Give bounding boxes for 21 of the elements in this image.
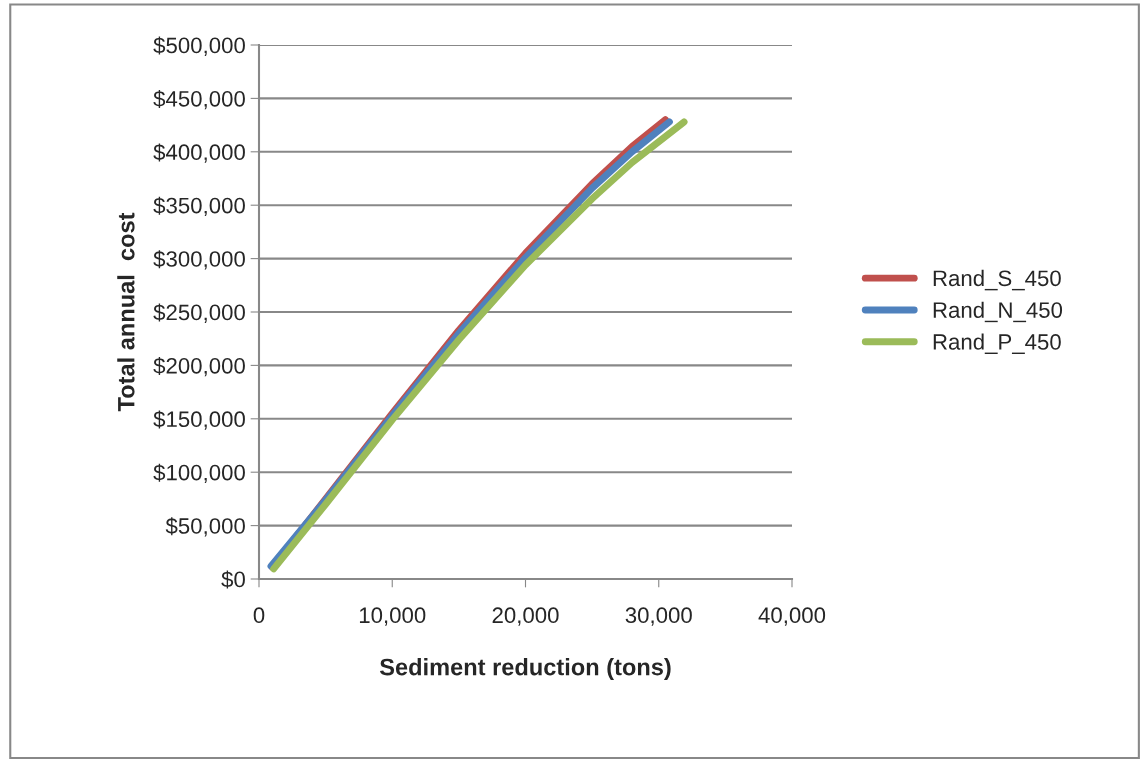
legend-label: Rand_P_450	[933, 333, 1061, 354]
y-tick-label: $100,000	[153, 463, 245, 484]
y-tick-label: $350,000	[153, 196, 245, 217]
y-tick-label: $400,000	[153, 143, 245, 163]
x-tick-label: 30,000	[625, 607, 692, 626]
legend-label: Rand_S_450	[933, 269, 1061, 291]
y-tick-label: $0	[221, 570, 245, 589]
y-tick-label: $200,000	[153, 357, 245, 377]
y-axis-title: Total annual cost	[117, 212, 135, 412]
y-tick-label: $50,000	[165, 517, 245, 537]
y-tick-label: $450,000	[153, 90, 245, 110]
y-tick-label: $150,000	[153, 410, 245, 430]
x-tick-label: 20,000	[492, 607, 559, 626]
y-tick-label: $300,000	[153, 250, 245, 270]
x-axis-title: Sediment reduction (tons)	[379, 658, 671, 681]
x-tick-label: 0	[253, 607, 265, 624]
x-tick-label: 40,000	[758, 607, 826, 626]
legend-label: Rand_N_450	[933, 301, 1063, 323]
x-tick-label: 10,000	[359, 607, 426, 626]
y-tick-label: $250,000	[153, 303, 245, 323]
y-tick-label: $500,000	[153, 36, 245, 56]
